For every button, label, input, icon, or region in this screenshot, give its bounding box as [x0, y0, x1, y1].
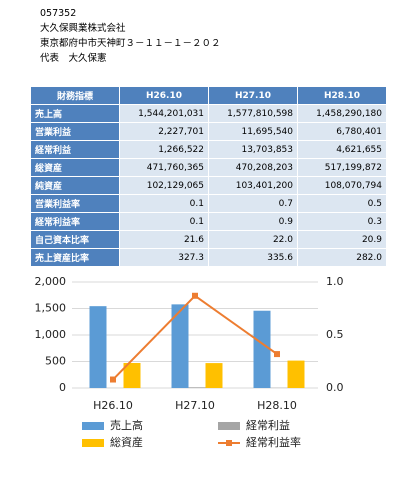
- table-row: 営業利益率 0.1 0.7 0.5: [30, 194, 387, 213]
- row-label: 経常利益率: [30, 212, 120, 231]
- table-row: 経常利益 1,266,522 13,703,853 4,621,655: [30, 140, 387, 159]
- line-marker: [192, 292, 198, 299]
- legend-swatch: [218, 422, 240, 430]
- cell: 0.5: [297, 194, 387, 213]
- cell: 108,070,794: [297, 176, 387, 195]
- cell: 103,401,200: [208, 176, 298, 195]
- table-row: 売上資産比率 327.3 335.6 282.0: [30, 248, 387, 267]
- cell: 21.6: [119, 230, 209, 249]
- header-line: 代表 大久保憲: [40, 53, 107, 64]
- cell: 335.6: [208, 248, 298, 267]
- header-row: 財務指標 H26.10 H27.10 H28.10: [30, 86, 387, 105]
- bar: [171, 304, 189, 388]
- table-row: 営業利益 2,227,701 11,695,540 6,780,401: [30, 122, 387, 141]
- chart: 0 500 1,000 1,500 2,000 0.0 0.5 1.0 H26.10 H27.10…: [35, 275, 344, 449]
- row-label: 売上高: [30, 104, 120, 123]
- y-tick-label: 2,000: [35, 275, 67, 288]
- cell: 4,621,655: [297, 140, 387, 159]
- bar: [253, 310, 271, 388]
- cell: 1,458,290,180: [297, 104, 387, 123]
- legend-label: 総資産: [110, 435, 143, 449]
- column-header: H27.10: [208, 86, 298, 105]
- cell: 327.3: [119, 248, 209, 267]
- header-line: 大久保興業株式会社: [40, 23, 126, 34]
- cell: 13,703,853: [208, 140, 298, 159]
- row-label: 自己資本比率: [30, 230, 120, 249]
- legend-swatch: [82, 422, 104, 430]
- header-line: 東京都府中市天神町３－１１－１－２０２: [40, 38, 221, 49]
- bar: [123, 362, 141, 388]
- cell: 0.1: [119, 212, 209, 231]
- legend-label: 売上高: [110, 418, 143, 432]
- cell: 102,129,065: [119, 176, 209, 195]
- column-header: H28.10: [297, 86, 387, 105]
- y-tick-label: 1,500: [35, 302, 67, 315]
- row-label: 経常利益: [30, 140, 120, 159]
- table-row: 総資産 471,760,365 470,208,203 517,199,872: [30, 158, 387, 177]
- cell: 1,266,522: [119, 140, 209, 159]
- cell: 0.7: [208, 194, 298, 213]
- column-header: H26.10: [119, 86, 209, 105]
- y-tick-label: 500: [45, 355, 66, 368]
- y-tick-label: 1,000: [35, 328, 67, 341]
- line-marker: [274, 351, 280, 358]
- cell: 1,544,201,031: [119, 104, 209, 123]
- cell: 22.0: [208, 230, 298, 249]
- y-tick-label: 0: [59, 381, 66, 394]
- x-tick-label: H28.10: [257, 399, 297, 412]
- cell: 1,577,810,598: [208, 104, 298, 123]
- bar: [89, 306, 107, 388]
- legend-label: 経常利益率: [246, 435, 301, 449]
- cell: 282.0: [297, 248, 387, 267]
- x-tick-label: H27.10: [175, 399, 215, 412]
- column-header: 財務指標: [30, 86, 120, 105]
- bar: [205, 363, 223, 388]
- x-tick-label: H26.10: [93, 399, 133, 412]
- row-label: 純資産: [30, 176, 120, 195]
- cell: 20.9: [297, 230, 387, 249]
- row-label: 総資産: [30, 158, 120, 177]
- cell: 471,760,365: [119, 158, 209, 177]
- legend-swatch: [226, 440, 232, 446]
- line-marker: [110, 376, 116, 383]
- cell: 0.3: [297, 212, 387, 231]
- header-line: 057352: [40, 8, 77, 19]
- y2-tick-label: 0.5: [326, 328, 344, 341]
- cell: 0.1: [119, 194, 209, 213]
- company-header: 057352 大久保興業株式会社東京都府中市天神町３－１１－１－２０２ 代表 大久保…: [40, 6, 221, 66]
- cell: 470,208,203: [208, 158, 298, 177]
- table-row: 売上高 1,544,201,031 1,577,810,598 1,458,290,1…: [30, 104, 387, 123]
- row-label: 売上資産比率: [30, 248, 120, 267]
- cell: 2,227,701: [119, 122, 209, 141]
- cell: 11,695,540: [208, 122, 298, 141]
- table-row: 純資産 102,129,065 103,401,200 108,070,794: [30, 176, 387, 195]
- y2-tick-label: 1.0: [326, 275, 344, 288]
- y2-tick-label: 0.0: [326, 381, 344, 394]
- bar: [188, 387, 206, 388]
- legend-label: 経常利益: [246, 418, 290, 432]
- row-label: 営業利益: [30, 122, 120, 141]
- table-row: 経常利益率 0.1 0.9 0.3: [30, 212, 387, 231]
- cell: 0.9: [208, 212, 298, 231]
- cell: 517,199,872: [297, 158, 387, 177]
- bar: [287, 360, 305, 388]
- cell: 6,780,401: [297, 122, 387, 141]
- row-label: 営業利益率: [30, 194, 120, 213]
- table-row: 自己資本比率 21.6 22.0 20.9: [30, 230, 387, 249]
- legend-swatch: [82, 439, 104, 447]
- financial-table: 財務指標 H26.10 H27.10 H28.10 売上高 1,544,201,031 1,…: [30, 86, 387, 267]
